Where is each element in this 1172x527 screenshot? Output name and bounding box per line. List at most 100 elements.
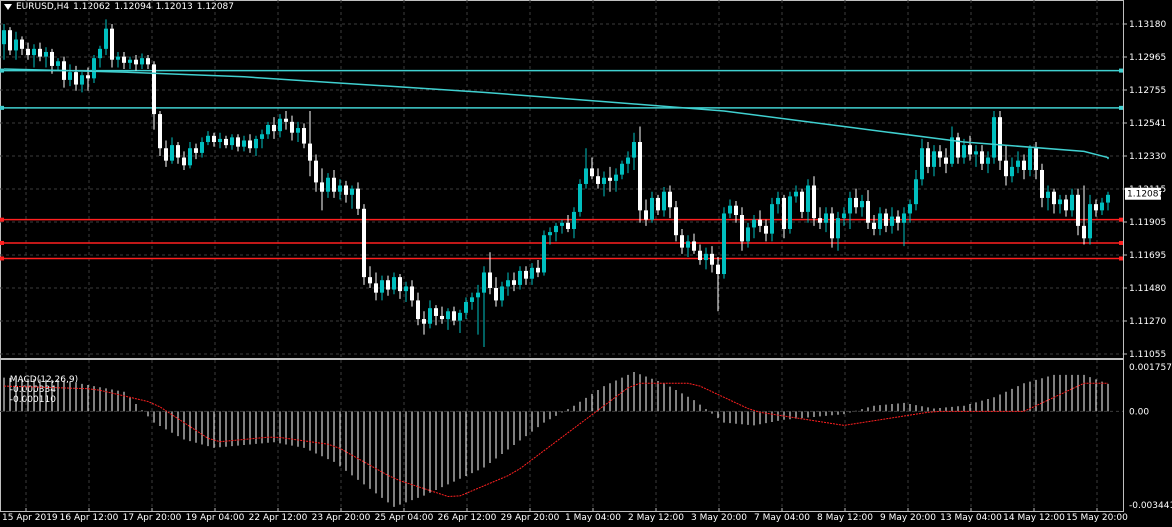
candle-body [650, 197, 654, 220]
bear-candle [284, 110, 288, 130]
bear-candle [164, 140, 168, 167]
candle-body [788, 196, 792, 229]
price-tick-label: 1.12755 [1129, 86, 1166, 96]
price-tick-label: 1.11270 [1129, 317, 1166, 327]
candle-body [1100, 202, 1104, 211]
candle-body [92, 58, 96, 79]
candle-body [278, 118, 282, 132]
bull-candle [392, 272, 396, 295]
time-label: 15 Apr 2019 [2, 513, 58, 523]
candle-body [668, 191, 672, 208]
candle-body [926, 148, 930, 167]
candle-body [368, 277, 372, 284]
candle-body [326, 177, 330, 192]
candle-body [596, 176, 600, 184]
bear-candle [608, 166, 612, 192]
candle-body [992, 117, 996, 158]
candle-body [872, 222, 876, 229]
candle-body [866, 201, 870, 223]
candle-body [464, 301, 468, 313]
bear-candle [692, 233, 696, 254]
candle-body [344, 185, 348, 195]
candle-body [1010, 166, 1014, 177]
candle-body [956, 137, 960, 158]
candle-body [1004, 160, 1008, 177]
candle-body [104, 28, 108, 49]
macd-panel [3, 372, 1109, 507]
candle-body [818, 218, 822, 223]
bear-candle [536, 260, 540, 278]
candle-body [986, 157, 990, 164]
bear-candle [236, 134, 240, 152]
candle-body [728, 205, 732, 214]
bull-candle [338, 179, 342, 200]
candle-body [584, 168, 588, 184]
bull-candle [326, 173, 330, 198]
bull-candle [746, 222, 750, 248]
time-label: 19 Apr 04:00 [186, 513, 245, 523]
candle-body [194, 148, 198, 153]
bear-candle [362, 204, 366, 285]
bear-candle [926, 142, 930, 174]
bull-candle [950, 126, 954, 167]
candle-body [374, 283, 378, 293]
bear-candle [398, 274, 402, 299]
candle-body [500, 286, 504, 301]
bear-candle [1064, 194, 1068, 217]
time-label: 13 May 04:00 [940, 513, 1002, 523]
bear-candle [176, 142, 180, 164]
candle-body [230, 137, 234, 146]
bear-candle [668, 185, 672, 219]
macd-main-value: -0.000334 [9, 385, 56, 395]
bear-candle [1076, 188, 1080, 236]
bull-candle [128, 56, 132, 70]
candle-body [506, 280, 510, 287]
dropdown-triangle-icon[interactable] [4, 4, 12, 10]
candle-body [908, 204, 912, 214]
candle-body [176, 145, 180, 158]
candle-body [932, 151, 936, 167]
candle-body [674, 207, 678, 236]
candle-body [1028, 148, 1032, 170]
candle-body [488, 272, 492, 288]
current-price-tag [1125, 187, 1161, 200]
bull-candle [560, 219, 564, 234]
bear-candle [8, 27, 12, 56]
bear-candle [764, 219, 768, 242]
bull-candle [446, 308, 450, 330]
high-value: 1.12094 [114, 2, 152, 12]
bear-candle [146, 55, 150, 70]
candle-body [698, 250, 702, 261]
bear-candle [818, 207, 822, 229]
candle-body [602, 177, 606, 184]
bear-candle [782, 194, 786, 239]
ma-line [3, 68, 1109, 160]
bear-candle [74, 65, 78, 91]
line-anchor [0, 240, 4, 245]
bull-candle [572, 207, 576, 239]
bull-candle [932, 145, 936, 177]
candle-body [764, 225, 768, 234]
bear-candle [272, 117, 276, 139]
time-label: 17 Apr 20:00 [123, 513, 182, 523]
bull-candle [278, 114, 282, 138]
bull-candle [404, 281, 408, 302]
bear-candle [596, 168, 600, 189]
price-tick-label: 1.11905 [1129, 218, 1166, 228]
bear-candle [1022, 154, 1026, 180]
candle-body [998, 117, 1002, 161]
candle-body [938, 151, 942, 158]
bull-candle [500, 281, 504, 307]
bear-candle [110, 24, 114, 68]
candle-body [512, 280, 516, 285]
bear-candle [716, 256, 720, 312]
candle-body [548, 232, 552, 236]
candle-body [686, 241, 690, 248]
candle-body [134, 59, 138, 65]
candle-body [662, 191, 666, 211]
bear-candle [674, 201, 678, 242]
bear-candle [524, 266, 528, 285]
bull-candle [620, 160, 624, 180]
bear-candle [122, 51, 126, 70]
